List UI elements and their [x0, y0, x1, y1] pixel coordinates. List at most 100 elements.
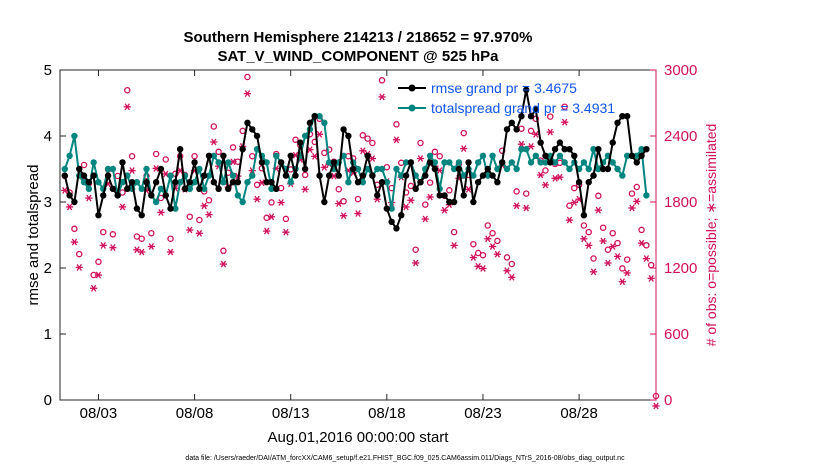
obs-assimilated-point — [402, 203, 410, 211]
totalspread-point — [186, 185, 193, 192]
legend-spread-label: totalspread grand pr = 3.4931 — [431, 100, 615, 116]
y-tick-label: 3 — [44, 194, 52, 211]
rmse-point — [210, 179, 218, 186]
y2-tick-label: 2400 — [664, 128, 697, 145]
rmse-point — [253, 132, 261, 140]
rmse-point — [292, 172, 299, 179]
obs-possible-point — [595, 192, 602, 200]
totalspread-point — [580, 159, 588, 166]
rmse-point — [225, 185, 232, 192]
star-stroke — [427, 193, 433, 201]
rmse-point — [402, 172, 410, 179]
rmse-point — [450, 198, 458, 206]
rmse-point — [537, 139, 544, 146]
star-stroke — [513, 202, 520, 210]
totalspread-point — [494, 165, 501, 173]
star-stroke — [312, 152, 318, 160]
rmse-point — [523, 86, 530, 94]
obs-assimilated-point — [594, 206, 602, 214]
rmse-point — [431, 165, 439, 173]
totalspread-point — [229, 172, 237, 179]
totalspread-point — [460, 172, 467, 179]
totalspread-point — [426, 152, 434, 159]
obs-assimilated-point — [70, 238, 79, 246]
totalspread-point — [225, 159, 232, 166]
obs-assimilated-point — [513, 202, 521, 210]
rmse-point — [513, 126, 520, 133]
obs-possible-point — [638, 226, 645, 234]
y-tick-label: 2 — [44, 260, 52, 277]
obs-assimilated-point — [378, 93, 386, 101]
rmse-point — [547, 159, 554, 166]
rmse-point — [441, 192, 448, 199]
rmse-point — [354, 179, 362, 186]
star-stroke — [76, 263, 82, 271]
rmse-point — [426, 159, 434, 166]
totalspread-point — [316, 113, 323, 120]
star-stroke — [412, 259, 419, 267]
rmse-point — [306, 119, 314, 127]
obs-assimilated-point — [99, 241, 107, 249]
totalspread-point — [200, 185, 208, 192]
obs-possible-point — [446, 187, 453, 194]
rmse-point — [100, 192, 107, 199]
obs-assimilated-point — [166, 248, 175, 256]
star-stroke — [153, 164, 159, 172]
obs-assimilated-point — [66, 203, 74, 211]
star-stroke — [100, 241, 106, 249]
obs-assimilated-point — [186, 226, 194, 234]
totalspread-point — [638, 146, 645, 153]
obs-assimilated-point — [561, 118, 569, 126]
obs-assimilated-point — [599, 237, 607, 245]
footnote: data file: /Users/raeder/DAI/ATM_forcXX/… — [185, 455, 625, 462]
rmse-point — [301, 165, 309, 173]
rmse-point — [551, 146, 559, 153]
obs-possible-point — [542, 167, 549, 174]
obs-possible-point — [609, 229, 616, 237]
rmse-point — [465, 159, 472, 166]
rmse-point — [66, 192, 73, 199]
obs-possible-point — [561, 103, 568, 110]
totalspread-point — [80, 179, 88, 186]
star-stroke — [196, 229, 203, 237]
obs-possible-point — [470, 240, 477, 248]
rmse-point — [479, 172, 487, 179]
legend-rmse-label: rmse grand pr = 3.4675 — [431, 80, 577, 96]
y-tick-label: 1 — [44, 326, 52, 343]
rmse-point — [609, 139, 616, 146]
rmse-point — [196, 185, 203, 192]
totalspread-point — [566, 165, 573, 173]
rmse-point — [417, 179, 424, 186]
obs-possible-point — [508, 260, 516, 268]
rmse-point — [234, 179, 242, 186]
star-stroke — [331, 172, 337, 180]
obs-assimilated-point — [205, 211, 213, 219]
rmse-point — [585, 179, 592, 186]
star-stroke — [403, 203, 409, 211]
obs-possible-point — [124, 86, 131, 94]
y-axis-label: rmse and totalspread — [25, 165, 42, 306]
rmse-point — [297, 139, 304, 146]
obs-assimilated-point — [503, 267, 511, 275]
obs-assimilated-point — [118, 203, 127, 211]
star-stroke — [201, 202, 207, 210]
star-stroke — [518, 140, 525, 148]
obs-possible-point — [590, 255, 597, 262]
rmse-point — [484, 165, 491, 173]
totalspread-point — [263, 159, 270, 166]
obs-assimilated-point — [320, 163, 328, 171]
obs-possible-point — [623, 256, 631, 263]
totalspread-point — [71, 132, 78, 140]
obs-assimilated-point — [642, 255, 650, 263]
obs-assimilated-point — [267, 213, 276, 221]
star-stroke — [71, 238, 78, 246]
totalspread-point — [66, 152, 73, 159]
obs-assimilated-point — [123, 103, 131, 111]
obs-possible-point — [109, 231, 117, 238]
star-stroke — [475, 262, 481, 270]
totalspread-point — [595, 165, 602, 173]
x-tick-label: 08/08 — [176, 405, 214, 422]
rmse-point — [345, 132, 352, 140]
star-stroke — [283, 228, 289, 236]
obs-possible-point — [321, 149, 328, 157]
